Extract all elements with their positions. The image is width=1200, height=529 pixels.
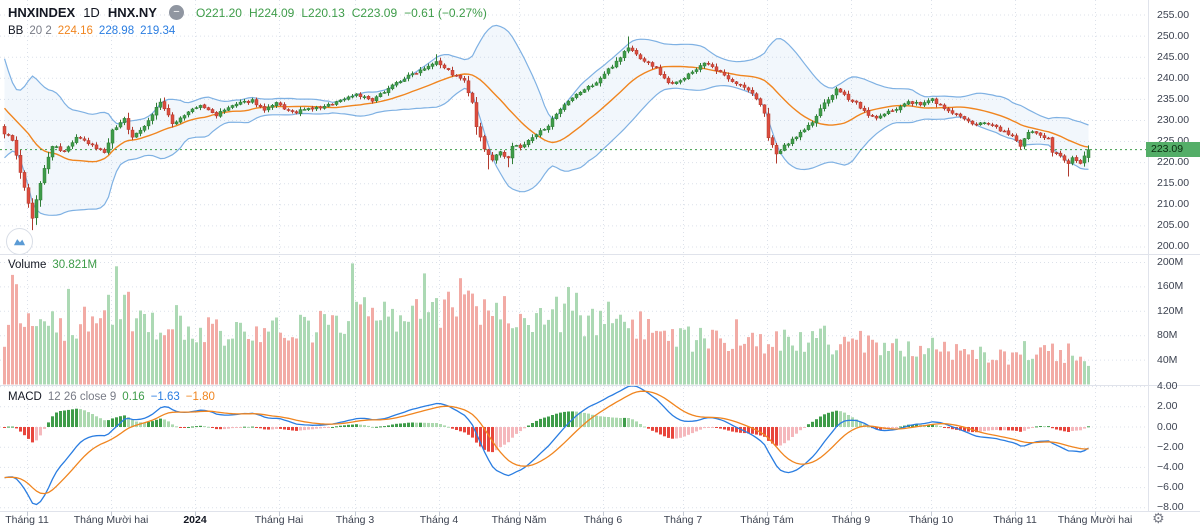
time-axis-label[interactable]: Tháng Mười hai bbox=[73, 514, 149, 526]
candles bbox=[2, 36, 1091, 231]
bb-lower-value: 219.34 bbox=[140, 25, 176, 37]
time-axis-label[interactable]: Tháng 10 bbox=[908, 514, 954, 526]
time-axis-label[interactable]: Tháng 11 bbox=[993, 514, 1037, 526]
axis-tick-label: 250.00 bbox=[1157, 29, 1190, 42]
time-axis-label[interactable]: Tháng Mười hai bbox=[1057, 514, 1133, 526]
mountain-chart-icon bbox=[13, 239, 26, 246]
axis-tick-label: 240.00 bbox=[1157, 71, 1190, 84]
axis-tick-label: 235.00 bbox=[1157, 92, 1190, 105]
time-axis-label[interactable]: Tháng 4 bbox=[419, 514, 459, 526]
bollinger-legend[interactable]: BB 20 2 224.16 228.98 219.34 bbox=[8, 25, 175, 37]
axis-tick-label: 120M bbox=[1157, 304, 1184, 317]
ohlc-values: O221.20 H224.09 L220.13 C223.09 −0.61 (−… bbox=[196, 6, 487, 20]
axis-tick-label: 80M bbox=[1157, 329, 1178, 342]
ohlc-open: O221.20 bbox=[195, 5, 242, 20]
time-axis-label[interactable]: Tháng 11 bbox=[5, 514, 49, 526]
ohlc-close: C223.09 bbox=[351, 5, 398, 20]
exchange-name[interactable]: HNX.NY bbox=[107, 5, 157, 20]
axis-tick-label: 210.00 bbox=[1157, 198, 1190, 211]
volume-bars bbox=[3, 263, 1090, 385]
gridlines bbox=[0, 0, 1148, 512]
bb-indicator-label: BB bbox=[8, 25, 24, 37]
macd-legend[interactable]: MACD 12 26 close 9 0.16 −1.63 −1.80 bbox=[8, 391, 215, 403]
axis-tick-label: 230.00 bbox=[1157, 113, 1190, 126]
axis-tick-label: 0.00 bbox=[1157, 420, 1178, 433]
volume-legend[interactable]: Volume 30.821M bbox=[8, 259, 97, 271]
axis-tick-label: 215.00 bbox=[1157, 177, 1190, 190]
axis-tick-label: 255.00 bbox=[1157, 8, 1190, 21]
pane-dividers bbox=[0, 0, 1200, 516]
axis-tick-label: 2.00 bbox=[1157, 400, 1178, 413]
ohlc-low: L220.13 bbox=[301, 5, 345, 20]
settings-gear-icon[interactable]: ⚙ bbox=[1152, 510, 1165, 526]
time-axis-label[interactable]: 2024 bbox=[183, 514, 207, 526]
axis-tick-label: 220.00 bbox=[1157, 156, 1190, 169]
time-axis-label[interactable]: Tháng 3 bbox=[335, 514, 375, 526]
time-axis-label[interactable]: Tháng Năm bbox=[491, 514, 547, 526]
macd-line-value: −1.63 bbox=[150, 391, 180, 403]
axis-tick-label: 200.00 bbox=[1157, 240, 1190, 253]
time-axis-label[interactable]: Tháng 6 bbox=[583, 514, 623, 526]
macd-lines bbox=[4, 385, 1089, 506]
symbol-name[interactable]: HNXINDEX bbox=[8, 5, 76, 20]
ohlc-change: −0.61 (−0.27%) bbox=[404, 5, 487, 20]
bollinger-bands bbox=[3, 24, 1089, 216]
volume-value: 30.821M bbox=[52, 259, 98, 271]
watermark-logo-icon[interactable] bbox=[6, 228, 33, 255]
bb-upper-value: 228.98 bbox=[98, 25, 135, 37]
axis-tick-label: 4.00 bbox=[1157, 380, 1178, 393]
macd-indicator-label: MACD bbox=[8, 391, 42, 403]
symbol-header: HNXINDEX 1D HNX.NY − O221.20 H224.09 L22… bbox=[8, 5, 487, 20]
ohlc-high: H224.09 bbox=[248, 5, 295, 20]
collapse-pane-icon[interactable]: − bbox=[168, 5, 184, 20]
macd-params: 12 26 close 9 bbox=[47, 391, 117, 403]
macd-hist-value: 0.16 bbox=[122, 391, 145, 403]
time-axis-label[interactable]: Tháng Tám bbox=[740, 514, 794, 526]
volume-indicator-label: Volume bbox=[8, 259, 47, 271]
axis-tick-label: 200M bbox=[1157, 256, 1184, 268]
axis-tick-label: −4.00 bbox=[1157, 460, 1184, 473]
time-axis-label[interactable]: Tháng 7 bbox=[663, 514, 703, 526]
bb-params: 20 2 bbox=[29, 25, 52, 37]
axis-tick-label: 245.00 bbox=[1157, 50, 1190, 63]
axis-tick-label: −2.00 bbox=[1157, 440, 1184, 453]
axis-tick-label: 160M bbox=[1157, 280, 1184, 293]
axis-tick-label: 40M bbox=[1157, 353, 1178, 366]
time-axis-label[interactable]: Tháng 9 bbox=[831, 514, 871, 526]
interval[interactable]: 1D bbox=[83, 5, 100, 20]
macd-signal-value: −1.80 bbox=[185, 391, 215, 403]
bb-basis-value: 224.16 bbox=[57, 25, 93, 37]
time-axis-label[interactable]: Tháng Hai bbox=[254, 514, 304, 526]
current-price-badge: 223.09 bbox=[1146, 142, 1200, 158]
axis-tick-label: −8.00 bbox=[1157, 501, 1184, 514]
axis-tick-label: 205.00 bbox=[1157, 219, 1190, 232]
current-price-value: 223.09 bbox=[1151, 143, 1184, 156]
macd-histogram bbox=[3, 408, 1090, 453]
axis-tick-label: −6.00 bbox=[1157, 481, 1184, 494]
